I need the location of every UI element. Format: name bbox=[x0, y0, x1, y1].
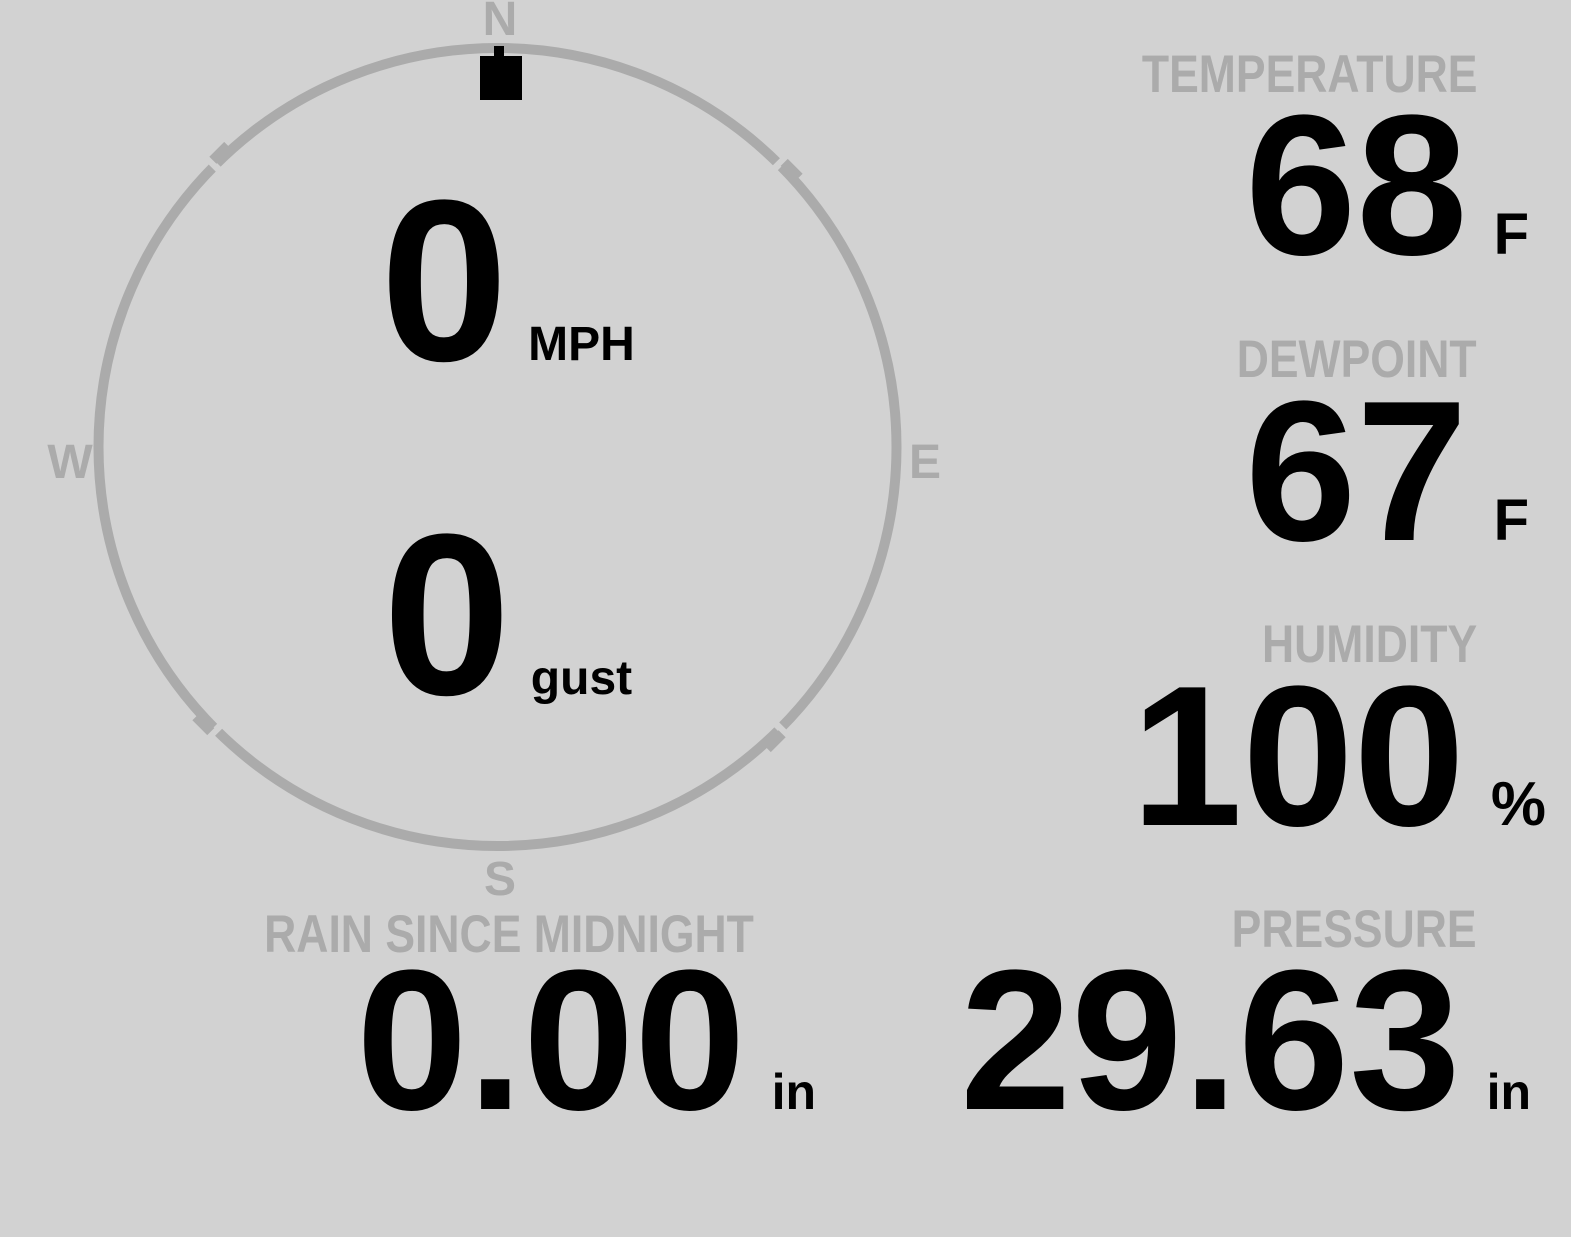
compass-notch-sw bbox=[192, 713, 228, 741]
temperature-value: 68 bbox=[1245, 74, 1468, 297]
compass-notch-nw bbox=[203, 141, 232, 177]
compass-cardinal-north: N bbox=[482, 0, 518, 46]
rain-unit: in bbox=[771, 1064, 816, 1120]
dewpoint-readout: 67 F bbox=[1245, 372, 1529, 572]
humidity-unit: % bbox=[1490, 770, 1546, 839]
humidity-value: 100 bbox=[1131, 645, 1465, 868]
humidity-readout: 100 % bbox=[1131, 657, 1546, 857]
compass-cardinal-east: E bbox=[908, 436, 942, 489]
rain-label: RAIN SINCE MIDNIGHT bbox=[264, 905, 754, 964]
pressure-value: 29.63 bbox=[960, 929, 1461, 1152]
pressure-unit: in bbox=[1486, 1064, 1531, 1120]
temperature-unit: F bbox=[1493, 202, 1529, 267]
pressure-label: PRESSURE bbox=[1232, 900, 1477, 959]
compass-notch-ne bbox=[767, 153, 803, 181]
rain-value: 0.00 bbox=[356, 929, 746, 1152]
wind-gust-row: 0 gust bbox=[382, 485, 633, 743]
pressure-readout: 29.63 in bbox=[960, 941, 1531, 1141]
compass-notch-se bbox=[763, 717, 792, 753]
wind-readouts: 0 MPH 0 gust bbox=[107, 47, 908, 848]
compass-cardinal-south: S bbox=[483, 853, 517, 906]
compass-cardinal-west: W bbox=[47, 436, 93, 489]
temperature-readout: 68 F bbox=[1245, 86, 1529, 286]
humidity-label: HUMIDITY bbox=[1261, 615, 1477, 674]
wind-gust-value: 0 bbox=[382, 485, 511, 743]
wind-direction-marker bbox=[480, 46, 522, 100]
temperature-label: TEMPERATURE bbox=[1141, 45, 1477, 104]
wind-speed-row: 0 MPH bbox=[380, 151, 635, 409]
dewpoint-value: 67 bbox=[1245, 360, 1468, 583]
wind-speed-unit: MPH bbox=[528, 317, 635, 371]
rain-readout: 0.00 in bbox=[356, 941, 816, 1141]
dewpoint-label: DEWPOINT bbox=[1237, 330, 1477, 389]
dewpoint-unit: F bbox=[1493, 488, 1529, 553]
wind-speed-value: 0 bbox=[380, 151, 509, 409]
wind-gust-unit: gust bbox=[530, 651, 633, 705]
